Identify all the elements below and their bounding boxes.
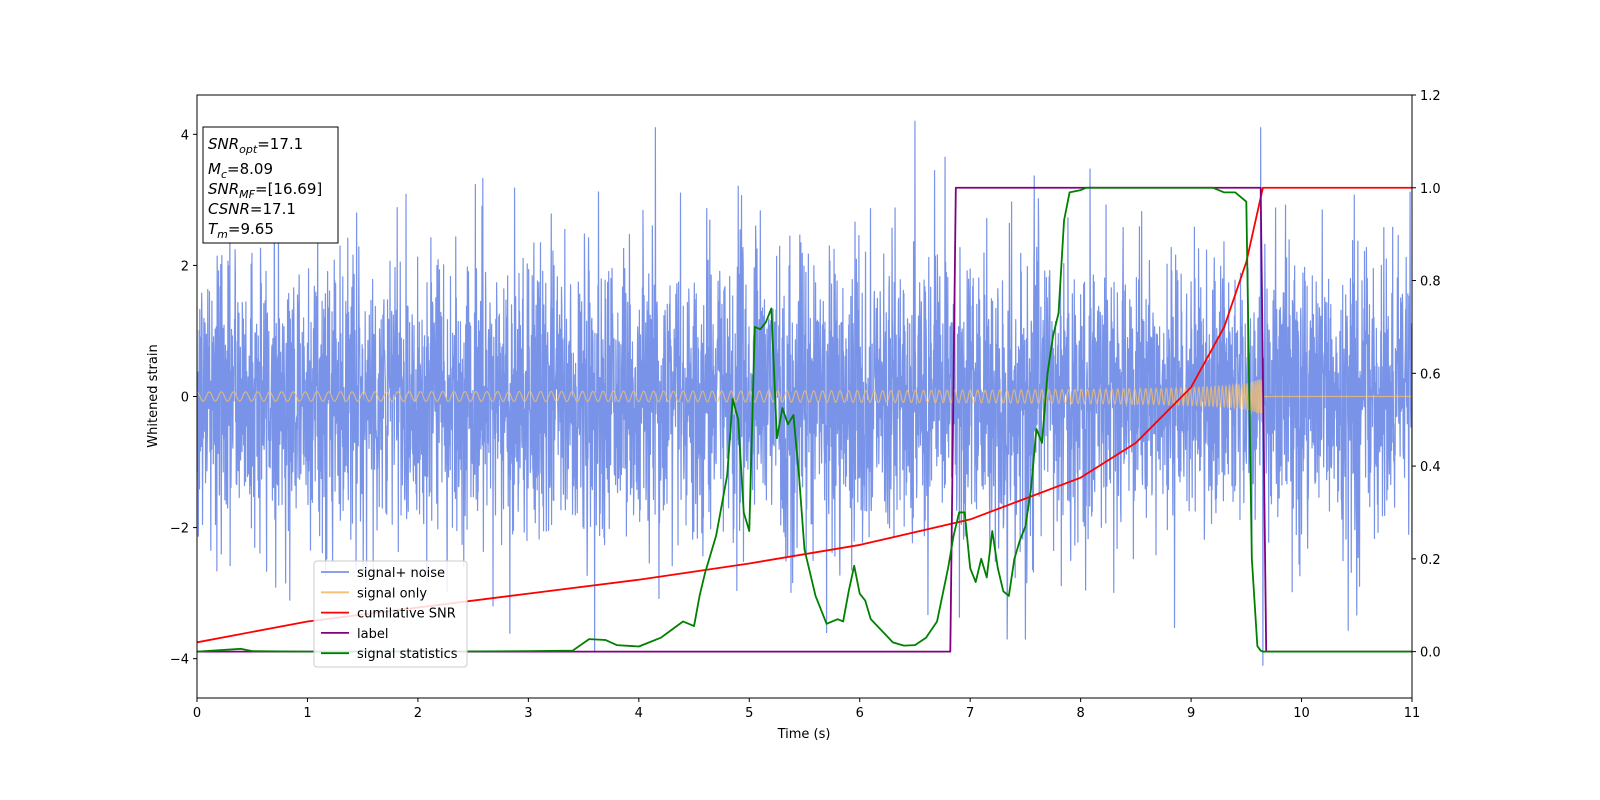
x-tick-label: 2 (414, 706, 422, 721)
legend-frame (313, 560, 468, 668)
series-signal-noise-line (197, 120, 1412, 666)
legend-label: signal only (357, 586, 427, 601)
y-left-tick-label: 0 (181, 391, 189, 406)
legend: signal+ noise signal only cumilative SNR la… (313, 560, 468, 668)
x-axis: 0 1 2 3 4 5 6 7 8 9 10 11 (193, 698, 1420, 721)
series-signal-only-line (197, 379, 1412, 414)
legend-label: label (357, 627, 388, 642)
x-tick-label: 9 (1187, 706, 1195, 721)
y-right-tick-label: 0.2 (1420, 553, 1441, 568)
x-tick-label: 10 (1293, 706, 1310, 721)
info-tm: Tm=9.65 (208, 220, 274, 241)
x-tick-label: 7 (966, 706, 974, 721)
info-csnr: CSNR=17.1 (208, 200, 296, 218)
series-signal-statistics-line (197, 186, 1412, 653)
y-left-tick-label: −4 (170, 653, 189, 668)
info-mc-value: 8.09 (240, 160, 273, 178)
x-tick-label: 4 (635, 706, 643, 721)
y-left-tick-label: −2 (170, 522, 189, 537)
legend-label: cumilative SNR (357, 607, 456, 622)
plot-data-layer (197, 120, 1412, 666)
info-csnr-value: 17.1 (263, 200, 296, 218)
x-axis-label: Time (s) (777, 727, 831, 742)
y-right-tick-label: 0.6 (1420, 367, 1441, 382)
x-tick-label: 11 (1404, 706, 1421, 721)
x-tick-label: 5 (745, 706, 753, 721)
series-cumulative-snr-line (197, 186, 1412, 644)
info-box: SNRopt=17.1 Mc=8.09 SNRMF=[16.69] CSNR=1… (202, 126, 339, 244)
x-tick-label: 1 (303, 706, 311, 721)
info-snr-mf-value: [16.69] (268, 180, 323, 198)
info-box-frame (202, 126, 339, 244)
y-right-tick-label: 0.4 (1420, 460, 1441, 475)
y-axis-label: Whitened strain (146, 344, 161, 447)
y-left-tick-label: 2 (181, 259, 189, 274)
info-mc: Mc=8.09 (208, 160, 273, 181)
x-tick-label: 3 (524, 706, 532, 721)
legend-label: signal statistics (357, 647, 458, 662)
y-right-tick-label: 0.0 (1420, 646, 1441, 661)
x-tick-label: 6 (856, 706, 864, 721)
info-snr-mf: SNRMF=[16.69] (208, 180, 322, 201)
y-axis-left: −4 −2 0 2 4 (170, 128, 197, 668)
y-right-tick-label: 1.2 (1420, 89, 1441, 104)
y-axis-right: 0.0 0.2 0.4 0.6 0.8 1.0 1.2 (1412, 89, 1441, 661)
y-right-tick-label: 0.8 (1420, 275, 1441, 290)
y-right-tick-label: 1.0 (1420, 182, 1441, 197)
x-tick-label: 8 (1076, 706, 1084, 721)
info-tm-value: 9.65 (240, 220, 273, 238)
x-tick-label: 0 (193, 706, 201, 721)
info-snr-opt: SNRopt=17.1 (208, 135, 303, 156)
info-snr-opt-value: 17.1 (270, 135, 303, 153)
y-left-tick-label: 4 (181, 128, 189, 143)
legend-label: signal+ noise (357, 566, 445, 581)
